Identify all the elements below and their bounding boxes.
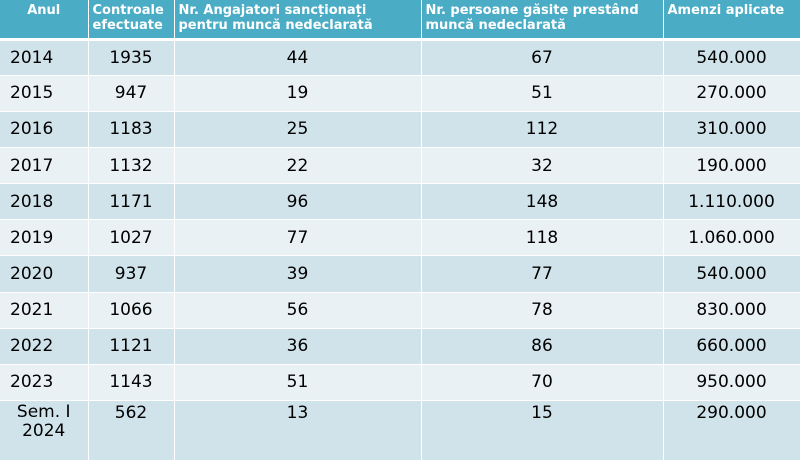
- persons-cell: 148: [421, 183, 664, 221]
- year-cell: 2022: [0, 328, 89, 365]
- controls-cell: 947: [88, 75, 175, 112]
- fines-cell: 830.000: [663, 292, 800, 329]
- controls-cell: 1027: [88, 219, 175, 257]
- persons-cell: 77: [421, 255, 664, 293]
- year-cell: 2023: [0, 364, 89, 402]
- year-cell: 2017: [0, 147, 89, 185]
- table-row: 2022 1121 36 86 660.000: [0, 328, 800, 365]
- employers-cell: 44: [174, 39, 422, 76]
- controls-cell: 1171: [88, 183, 175, 221]
- employers-cell: 19: [174, 75, 422, 112]
- year-cell: Sem. I 2024: [0, 400, 89, 461]
- table-row: 2015 947 19 51 270.000: [0, 75, 800, 112]
- table-row: 2020 937 39 77 540.000: [0, 255, 800, 293]
- year-cell: 2014: [0, 39, 89, 76]
- employers-cell: 56: [174, 292, 422, 329]
- header-fines: Amenzi aplicate: [663, 0, 800, 41]
- fines-cell: 1.060.000: [663, 219, 800, 257]
- persons-cell: 15: [421, 400, 664, 461]
- employers-cell: 51: [174, 364, 422, 402]
- controls-cell: 937: [88, 255, 175, 293]
- table-row: Sem. I 2024 562 13 15 290.000: [0, 400, 800, 461]
- fines-cell: 290.000: [663, 400, 800, 461]
- fines-cell: 950.000: [663, 364, 800, 402]
- persons-cell: 51: [421, 75, 664, 112]
- year-cell: 2016: [0, 111, 89, 148]
- fines-cell: 660.000: [663, 328, 800, 365]
- persons-cell: 112: [421, 111, 664, 148]
- controls-cell: 1066: [88, 292, 175, 329]
- employers-cell: 36: [174, 328, 422, 365]
- table-row: 2021 1066 56 78 830.000: [0, 292, 800, 329]
- employers-cell: 13: [174, 400, 422, 461]
- table-row: 2016 1183 25 112 310.000: [0, 111, 800, 148]
- controls-cell: 1121: [88, 328, 175, 365]
- persons-cell: 32: [421, 147, 664, 185]
- employers-cell: 39: [174, 255, 422, 293]
- persons-cell: 86: [421, 328, 664, 365]
- header-persons-found: Nr. persoane găsite prestând muncă nedec…: [421, 0, 664, 41]
- persons-cell: 78: [421, 292, 664, 329]
- fines-cell: 540.000: [663, 39, 800, 76]
- year-cell: 2019: [0, 219, 89, 257]
- employers-cell: 25: [174, 111, 422, 148]
- header-row: Anul Controale efectuate Nr. Angajatori …: [0, 0, 800, 41]
- fines-cell: 190.000: [663, 147, 800, 185]
- table-row: 2019 1027 77 118 1.060.000: [0, 219, 800, 257]
- fines-cell: 270.000: [663, 75, 800, 112]
- year-cell: 2020: [0, 255, 89, 293]
- year-cell: 2021: [0, 292, 89, 329]
- fines-cell: 310.000: [663, 111, 800, 148]
- persons-cell: 118: [421, 219, 664, 257]
- year-cell: 2015: [0, 75, 89, 112]
- employers-cell: 96: [174, 183, 422, 221]
- controls-cell: 1143: [88, 364, 175, 402]
- table-row: 2017 1132 22 32 190.000: [0, 147, 800, 185]
- year-cell: 2018: [0, 183, 89, 221]
- table-row: 2014 1935 44 67 540.000: [0, 39, 800, 76]
- header-year: Anul: [0, 0, 89, 41]
- controls-cell: 1935: [88, 39, 175, 76]
- controls-cell: 562: [88, 400, 175, 461]
- employers-cell: 22: [174, 147, 422, 185]
- employers-cell: 77: [174, 219, 422, 257]
- table-body: 2014 1935 44 67 540.000 2015 947 19 51 270.000 201…: [0, 39, 800, 461]
- fines-cell: 1.110.000: [663, 183, 800, 221]
- controls-cell: 1183: [88, 111, 175, 148]
- controls-cell: 1132: [88, 147, 175, 185]
- header-controls: Controale efectuate: [88, 0, 175, 41]
- table-row: 2023 1143 51 70 950.000: [0, 364, 800, 402]
- header-employers-sanctioned: Nr. Angajatori sancționați pentru muncă …: [174, 0, 422, 41]
- persons-cell: 67: [421, 39, 664, 76]
- persons-cell: 70: [421, 364, 664, 402]
- fines-cell: 540.000: [663, 255, 800, 293]
- table-row: 2018 1171 96 148 1.110.000: [0, 183, 800, 221]
